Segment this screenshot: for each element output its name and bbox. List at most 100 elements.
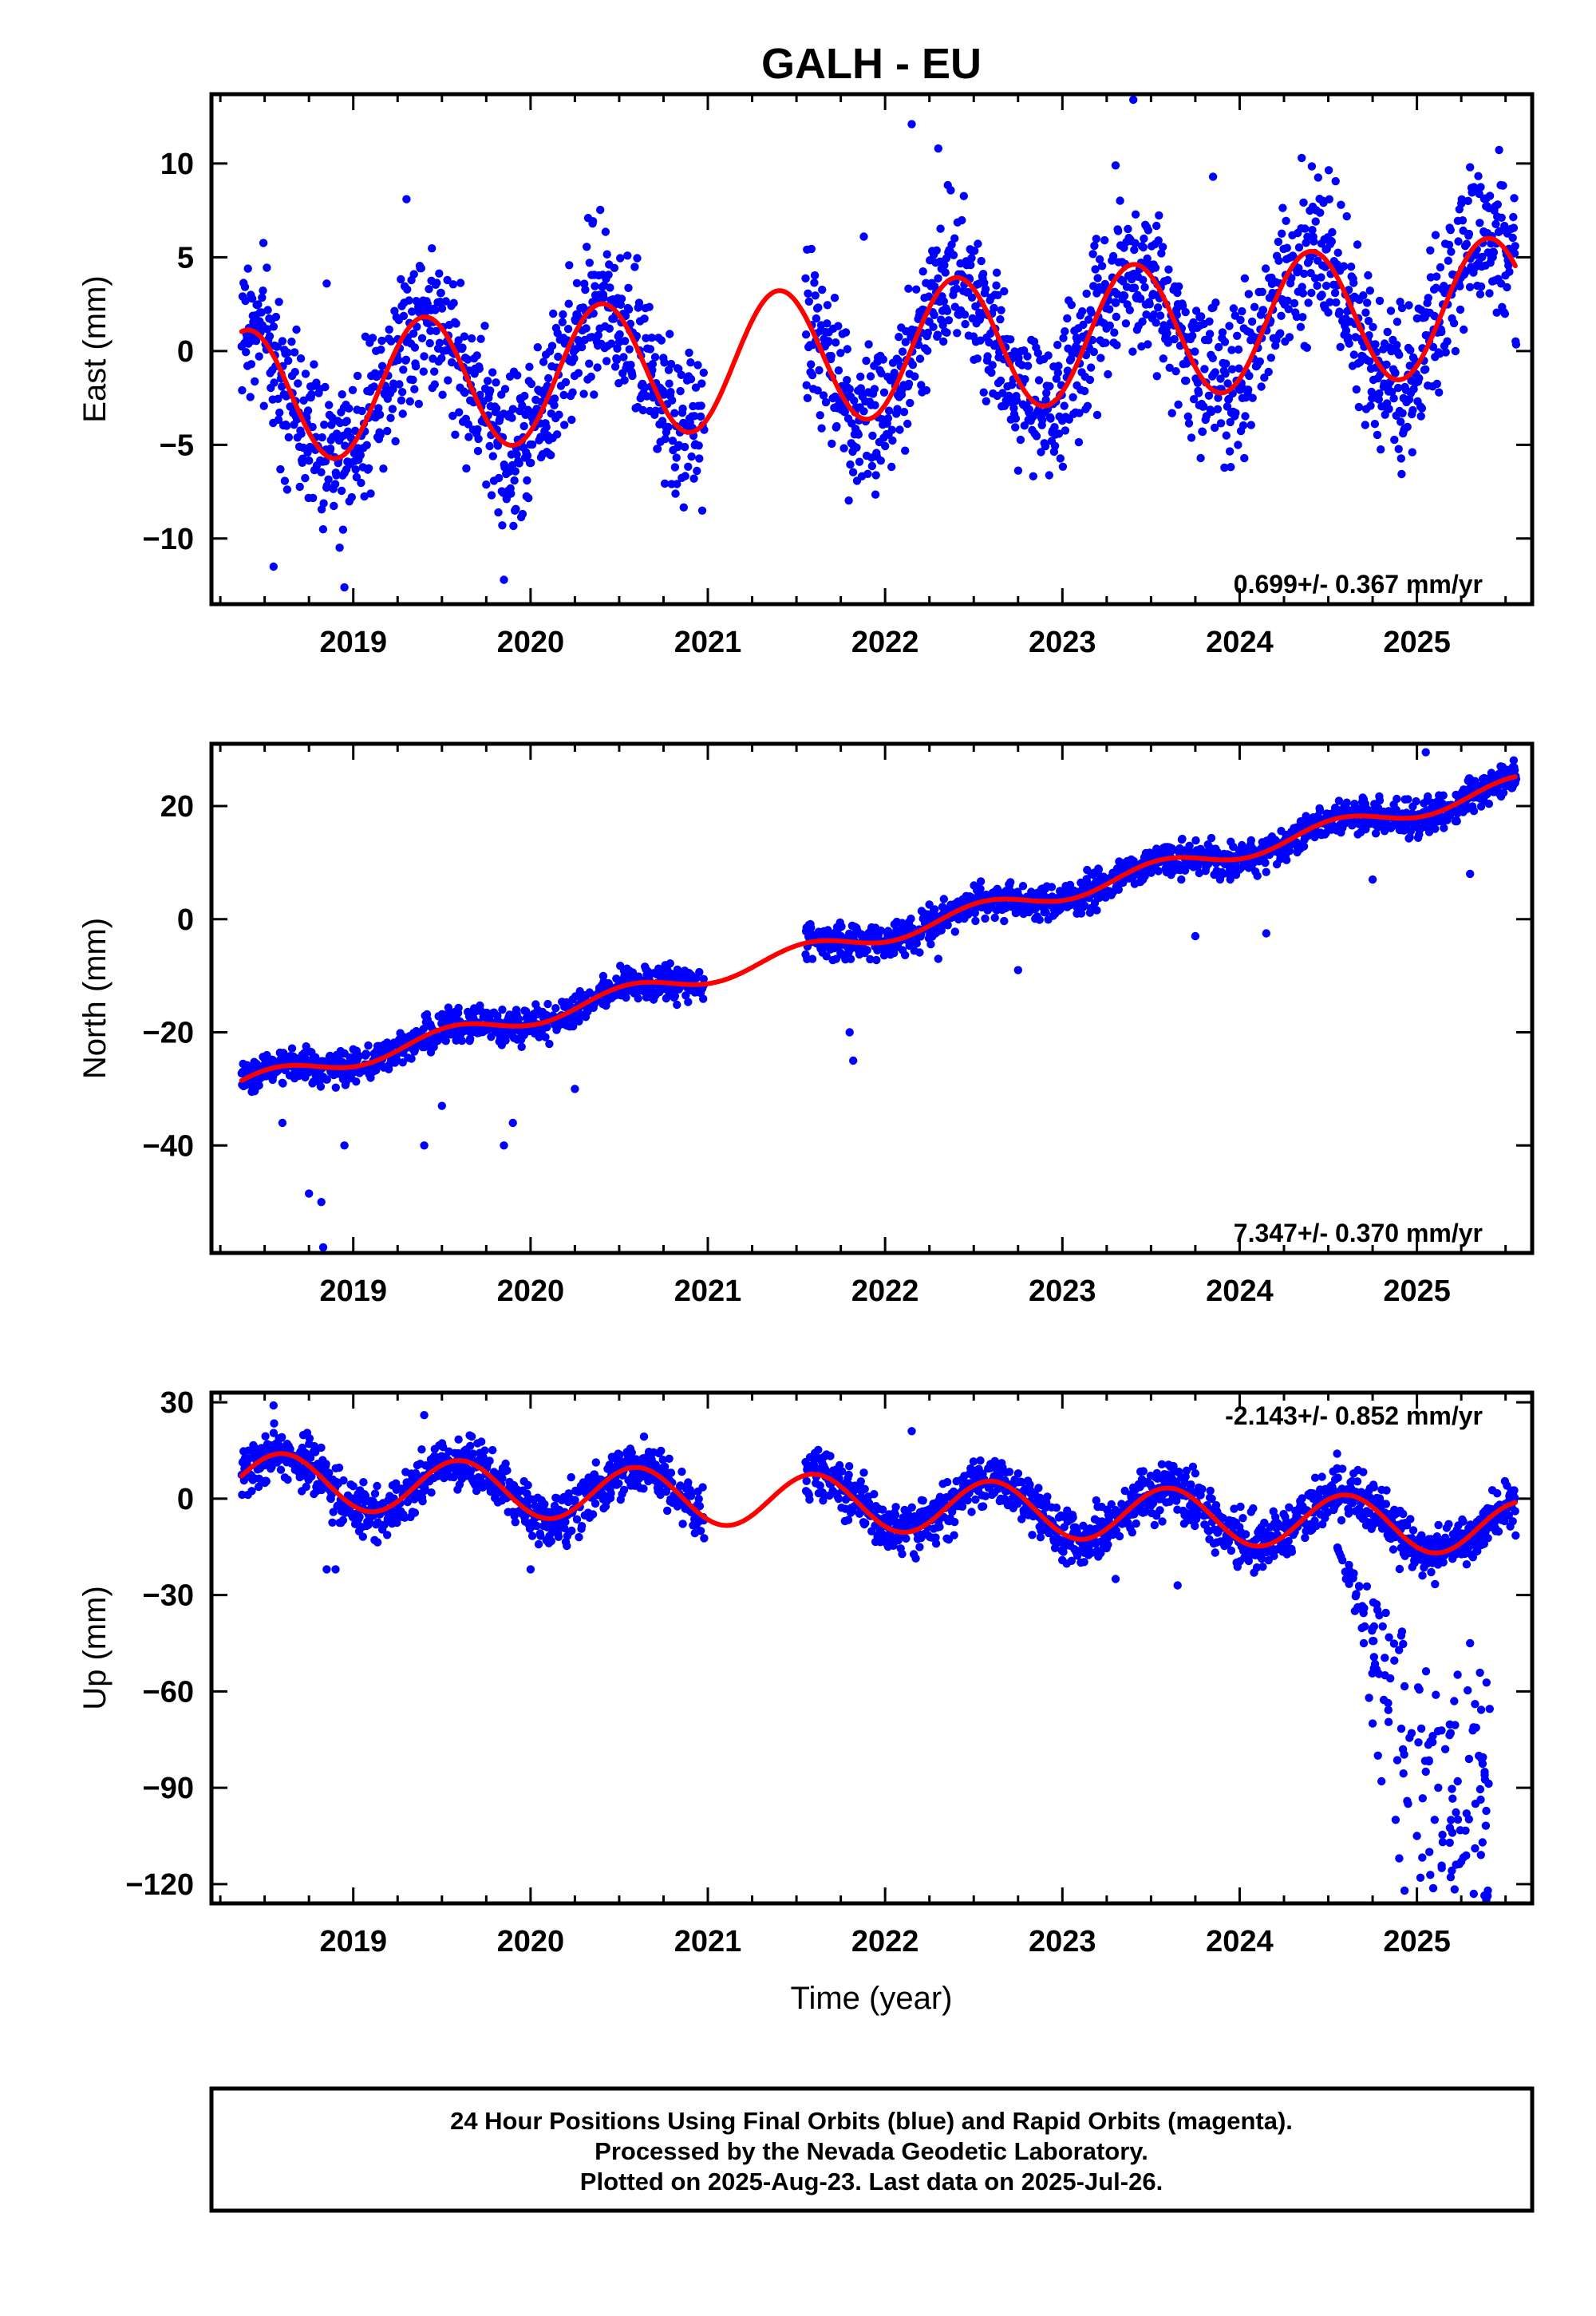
position-point: [607, 339, 616, 348]
position-point: [932, 246, 941, 255]
position-point: [888, 436, 897, 445]
position-point: [319, 499, 328, 508]
position-point: [512, 450, 521, 459]
y-axis-label: Up (mm): [77, 1586, 113, 1710]
position-point: [425, 285, 433, 294]
position-point: [377, 336, 386, 346]
position-point: [1247, 317, 1257, 326]
position-point: [1013, 466, 1023, 475]
position-point: [399, 311, 409, 321]
position-point: [1184, 419, 1194, 428]
position-point: [1080, 386, 1089, 396]
position-point: [265, 332, 275, 341]
position-point: [290, 368, 299, 377]
position-point: [523, 476, 531, 485]
position-point: [922, 385, 931, 395]
position-point: [613, 344, 622, 353]
position-point: [574, 369, 583, 377]
position-point: [518, 509, 527, 519]
position-point: [1236, 315, 1245, 325]
x-tick-label: 2020: [497, 1925, 565, 1958]
position-point: [850, 396, 859, 405]
position-point: [992, 268, 1001, 277]
outlier-point: [1466, 869, 1475, 879]
position-point: [1393, 383, 1403, 393]
position-point: [376, 430, 385, 440]
position-point: [1111, 298, 1120, 307]
position-point: [1105, 305, 1114, 314]
position-point: [397, 388, 407, 397]
position-point: [604, 271, 613, 279]
position-point: [664, 422, 673, 432]
position-point: [1205, 330, 1215, 338]
position-point: [1125, 306, 1135, 314]
position-point: [473, 446, 483, 456]
position-point: [1112, 290, 1122, 298]
position-point: [828, 439, 836, 449]
position-point: [1120, 291, 1129, 300]
position-point: [1196, 453, 1205, 463]
position-point: [876, 456, 886, 465]
position-point: [1096, 354, 1105, 362]
position-point: [483, 377, 492, 385]
position-point: [1328, 227, 1337, 237]
position-point: [274, 394, 282, 403]
position-point: [407, 1054, 416, 1063]
position-point: [1091, 265, 1100, 274]
position-point: [1446, 226, 1456, 235]
position-point: [690, 412, 699, 421]
position-point: [243, 264, 252, 273]
position-point: [699, 994, 708, 1003]
position-point: [906, 398, 915, 408]
position-point: [301, 473, 310, 483]
position-point: [1508, 233, 1517, 243]
position-point: [950, 234, 959, 243]
position-point: [1204, 391, 1214, 400]
position-point: [834, 322, 843, 330]
position-point: [318, 525, 328, 534]
position-point: [583, 243, 591, 251]
position-point: [814, 303, 823, 312]
position-point: [1095, 255, 1104, 264]
position-point: [1489, 248, 1499, 257]
position-point: [594, 330, 602, 340]
position-point: [405, 397, 414, 406]
position-point: [596, 205, 605, 215]
position-point: [524, 493, 533, 503]
position-point: [895, 425, 904, 434]
position-point: [339, 1476, 348, 1485]
position-point: [610, 362, 620, 371]
position-point: [1011, 423, 1020, 432]
position-point: [385, 325, 393, 334]
position-point: [1114, 885, 1124, 895]
position-points: [237, 1401, 1520, 1904]
y-axis-label: North (mm): [77, 918, 113, 1079]
position-point: [940, 261, 949, 270]
position-point: [1199, 402, 1208, 411]
position-point: [1285, 333, 1294, 342]
position-point: [666, 388, 675, 397]
position-point: [1485, 289, 1494, 298]
position-point: [1304, 298, 1313, 307]
position-point: [879, 355, 888, 364]
position-point: [284, 356, 293, 366]
position-point: [1449, 318, 1459, 328]
x-tick-label: 2023: [1029, 1275, 1096, 1308]
position-point: [1509, 223, 1519, 232]
position-point: [1234, 345, 1243, 354]
position-point: [1023, 362, 1033, 370]
position-point: [280, 476, 290, 485]
position-point: [1375, 296, 1385, 306]
position-point: [409, 270, 418, 279]
position-point: [593, 363, 602, 372]
position-point: [1155, 211, 1163, 220]
position-point: [338, 1516, 348, 1525]
position-point: [377, 362, 387, 370]
x-tick-label: 2024: [1206, 1925, 1274, 1958]
position-point: [486, 386, 495, 395]
position-point: [379, 464, 388, 473]
position-point: [355, 1512, 364, 1521]
position-point: [362, 441, 371, 449]
position-point: [322, 1075, 331, 1084]
position-point: [411, 362, 421, 371]
